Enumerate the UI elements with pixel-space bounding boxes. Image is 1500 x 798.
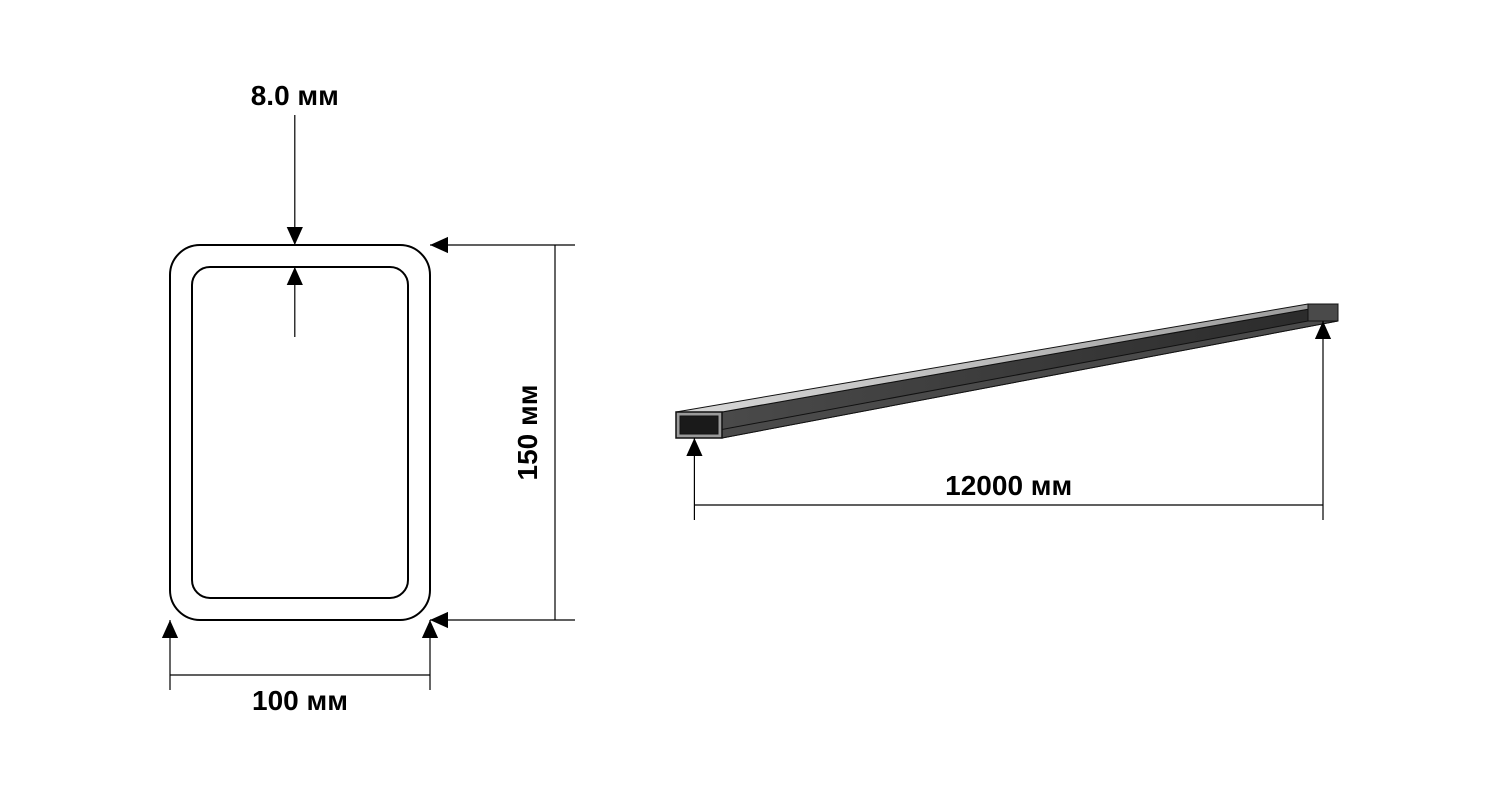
width-label: 100 мм <box>252 685 348 716</box>
profile-cross-section <box>170 245 430 620</box>
height-label: 150 мм <box>512 385 543 481</box>
length-label: 12000 мм <box>945 470 1072 501</box>
thickness-label: 8.0 мм <box>251 80 339 111</box>
dimension-height: 150 мм <box>430 237 575 628</box>
dimension-width: 100 мм <box>162 620 438 716</box>
tube-3d-render <box>676 304 1338 438</box>
